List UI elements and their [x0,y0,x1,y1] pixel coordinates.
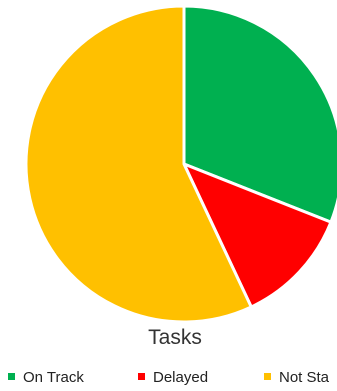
pie-slice-delayed [182,162,333,309]
legend-item-0: On Track [8,368,84,388]
chart-title: Tasks [148,326,202,349]
legend-swatch-0 [8,373,15,380]
legend-label-2: Not Sta [279,369,330,386]
legend-item-1: Delayed [138,368,208,388]
pie-slice-not-sta [24,4,253,324]
legend-label-1: Delayed [153,369,209,386]
legend-swatch-1 [138,373,145,380]
pie-slice-on-track [182,4,337,224]
legend-swatch-2 [264,373,271,380]
legend-label-0: On Track [23,369,84,386]
legend-item-2: Not Sta [264,368,329,388]
chart-legend: On Track Delayed Not Sta [0,368,337,390]
